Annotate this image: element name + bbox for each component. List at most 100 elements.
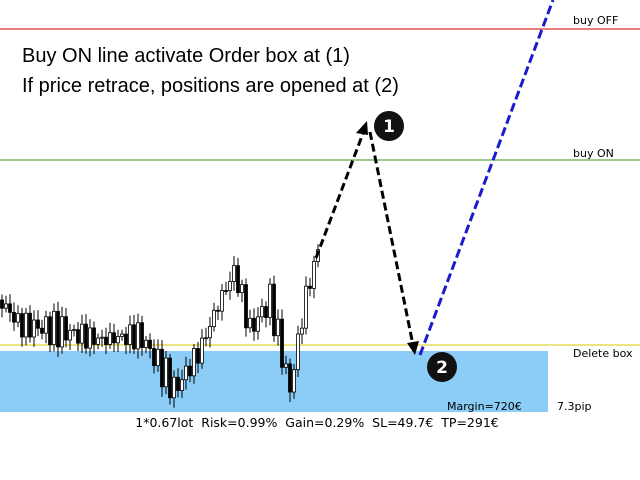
candle-body [60, 316, 64, 348]
candle-body [132, 324, 136, 350]
candle-body [128, 324, 132, 345]
candle-body [148, 339, 152, 349]
arrow-head [407, 341, 419, 355]
candle-body [208, 326, 212, 339]
candle-body [44, 316, 48, 334]
status-line: 1*0.67lot Risk=0.99% Gain=0.29% SL=49.7€… [135, 415, 499, 430]
candle-body [224, 290, 228, 292]
candle-body [84, 323, 88, 349]
arrow-down [368, 131, 415, 346]
annotation: Buy ON line activate Order box at (1) [22, 45, 350, 67]
candle-body [20, 313, 24, 338]
candle-body [156, 348, 160, 367]
candle-body [296, 333, 300, 371]
arrow-up [314, 127, 367, 259]
candle-body [172, 376, 176, 399]
candle-body [124, 333, 128, 345]
candle-body [216, 309, 220, 312]
candle-body [160, 348, 164, 388]
candle-body [72, 329, 76, 332]
candle-body [48, 316, 52, 346]
candle-body [284, 363, 288, 368]
candle-body [96, 337, 100, 345]
candle-body [228, 281, 232, 292]
arrow-head [356, 121, 368, 135]
candle-body [12, 311, 16, 323]
candle-body [252, 317, 256, 332]
projection-line [418, 0, 555, 356]
candle-body [32, 319, 36, 338]
candle-body [76, 329, 80, 344]
candle-body [240, 284, 244, 294]
candle-body [24, 312, 28, 338]
candle-body [4, 303, 8, 309]
candle-body [188, 365, 192, 377]
candle-body [220, 290, 224, 312]
candle-body [276, 318, 280, 337]
candle-body [108, 332, 112, 345]
candle-body [196, 348, 200, 364]
candle-body [56, 310, 60, 348]
candle-body [176, 376, 180, 391]
marker-label: 2 [436, 358, 448, 378]
candle-body [104, 336, 108, 345]
candle-body [268, 283, 272, 318]
candle-body [244, 284, 248, 329]
candle-body [164, 357, 168, 388]
annotation: If price retrace, positions are opened a… [22, 75, 399, 97]
candle-body [272, 283, 276, 337]
candle-body [16, 313, 20, 323]
candle-body [292, 369, 296, 393]
box-size: 7.3pip [557, 400, 592, 413]
candle-body [288, 363, 292, 393]
candle-body [256, 316, 260, 332]
margin: Margin=720€ [447, 400, 522, 413]
candle-body [232, 265, 236, 282]
candle-body [88, 327, 92, 349]
level-label: Delete box [573, 347, 633, 360]
candle-body [136, 322, 140, 350]
candle-body [116, 336, 120, 344]
candle-body [184, 365, 188, 381]
candle-body [192, 348, 196, 377]
candle-body [144, 339, 148, 348]
marker-label: 1 [383, 117, 395, 137]
candle-body [168, 357, 172, 399]
candle-body [260, 306, 264, 318]
level-label: buy OFF [573, 14, 618, 27]
candle-body [236, 265, 240, 294]
candle-body [40, 327, 44, 334]
candle-body [8, 303, 12, 313]
candle-body [112, 332, 116, 344]
candle-body [304, 285, 308, 329]
candle-body [152, 348, 156, 367]
candle-body [52, 310, 56, 346]
candle-body [308, 285, 312, 289]
candle-body [300, 327, 304, 335]
marker [427, 352, 457, 382]
candle-body [264, 306, 268, 318]
candle-body [212, 309, 216, 327]
candle-body [312, 261, 316, 289]
candle-body [204, 337, 208, 340]
candle-body [248, 317, 252, 329]
candle-body [68, 329, 72, 341]
candle-body [0, 299, 4, 309]
candles [0, 244, 320, 408]
order-box [0, 351, 548, 412]
candle-body [92, 327, 96, 345]
candle-body [64, 316, 68, 341]
candle-body [100, 336, 104, 339]
candle-body [80, 323, 84, 344]
candle-body [36, 319, 40, 329]
candle-body [200, 337, 204, 364]
candle-body [280, 318, 284, 368]
candle-body [140, 322, 144, 348]
candle-body [28, 312, 32, 338]
marker [374, 111, 404, 141]
level-label: buy ON [573, 147, 614, 160]
candle-body [120, 333, 124, 337]
candle-body [180, 379, 184, 391]
